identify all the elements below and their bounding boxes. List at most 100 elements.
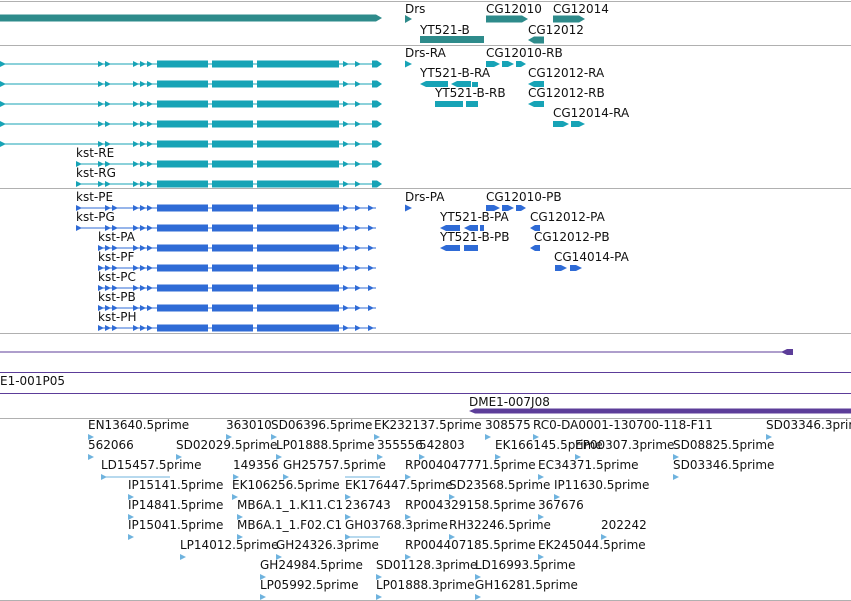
transcript-exon[interactable]: [355, 101, 361, 107]
transcript-exon[interactable]: [212, 80, 253, 88]
scaffold-end-marker[interactable]: [781, 349, 793, 355]
transcript-exon[interactable]: [157, 100, 208, 108]
transcript-exon[interactable]: [355, 141, 361, 147]
transcript-exon[interactable]: [0, 81, 6, 87]
protein-exon[interactable]: [157, 324, 208, 332]
protein-yt521b-pa-exon[interactable]: [440, 225, 460, 231]
est-feature[interactable]: [345, 514, 351, 520]
protein-cg12012-pb[interactable]: [530, 245, 540, 251]
protein-exon[interactable]: [140, 245, 146, 251]
est-feature[interactable]: [673, 454, 679, 460]
protein-cg12010-pb-exon[interactable]: [516, 205, 526, 211]
transcript-exon[interactable]: [257, 80, 339, 88]
transcript-cg12012-ra[interactable]: [528, 81, 544, 87]
transcript-exon[interactable]: [343, 121, 349, 127]
protein-exon[interactable]: [147, 305, 153, 311]
protein-exon[interactable]: [147, 245, 153, 251]
transcript-exon[interactable]: [212, 160, 253, 168]
transcript-exon[interactable]: [257, 160, 339, 168]
protein-exon[interactable]: [98, 305, 104, 311]
protein-exon[interactable]: [140, 225, 146, 231]
protein-exon[interactable]: [257, 244, 339, 252]
transcript-exon[interactable]: [98, 61, 104, 67]
protein-exon[interactable]: [112, 225, 118, 231]
transcript-exon[interactable]: [140, 141, 146, 147]
est-feature[interactable]: [128, 514, 134, 520]
est-feature[interactable]: [376, 574, 382, 580]
transcript-exon[interactable]: [212, 100, 253, 108]
protein-exon[interactable]: [157, 304, 208, 312]
transcript-exon[interactable]: [372, 100, 382, 108]
transcript-exon[interactable]: [98, 141, 104, 147]
est-feature[interactable]: [237, 514, 243, 520]
transcript-exon[interactable]: [157, 60, 208, 68]
transcript-exon[interactable]: [105, 161, 111, 167]
transcript-yt521b-ra-exon[interactable]: [420, 81, 448, 87]
protein-exon[interactable]: [147, 285, 153, 291]
protein-exon[interactable]: [355, 245, 361, 251]
est-feature[interactable]: [260, 594, 266, 600]
protein-exon[interactable]: [140, 325, 146, 331]
protein-exon[interactable]: [212, 324, 253, 332]
transcript-exon[interactable]: [133, 61, 139, 67]
protein-exon[interactable]: [343, 205, 349, 211]
protein-yt521b-pa-exon[interactable]: [480, 225, 484, 231]
transcript-exon[interactable]: [140, 101, 146, 107]
est-feature[interactable]: [575, 454, 581, 460]
genes-track[interactable]: Drs YT521-B CG12010 CG12014 CG12012: [0, 2, 609, 44]
protein-exon[interactable]: [133, 285, 139, 291]
transcript-exon[interactable]: [372, 120, 382, 128]
transcript-exon[interactable]: [343, 141, 349, 147]
protein-exon[interactable]: [98, 325, 104, 331]
protein-exon[interactable]: [133, 245, 139, 251]
protein-exon[interactable]: [212, 264, 253, 272]
transcript-exon[interactable]: [212, 120, 253, 128]
transcript-exon[interactable]: [343, 101, 349, 107]
est-feature[interactable]: [419, 454, 425, 460]
protein-exon[interactable]: [105, 325, 111, 331]
gene-yt521b-feature[interactable]: [420, 36, 484, 43]
protein-exon[interactable]: [343, 245, 349, 251]
protein-exon[interactable]: [140, 265, 146, 271]
protein-exon[interactable]: [105, 265, 111, 271]
transcript-exon[interactable]: [133, 121, 139, 127]
protein-exon[interactable]: [157, 204, 208, 212]
protein-exon[interactable]: [105, 305, 111, 311]
gene-kst-feature[interactable]: [0, 14, 382, 22]
protein-yt521b-pa-exon[interactable]: [464, 225, 478, 231]
transcript-cg12010-rb-exon[interactable]: [516, 61, 526, 67]
transcripts-track[interactable]: Drs-RA CG12010-RB YT521-B-RA CG12012-RA YT52…: [0, 46, 630, 188]
transcript-exon[interactable]: [133, 81, 139, 87]
protein-exon[interactable]: [368, 325, 374, 331]
protein-exon[interactable]: [343, 325, 349, 331]
protein-exon[interactable]: [112, 285, 118, 291]
protein-exon[interactable]: [368, 245, 374, 251]
protein-exon[interactable]: [212, 224, 253, 232]
transcript-exon[interactable]: [355, 161, 361, 167]
transcript-exon[interactable]: [98, 101, 104, 107]
protein-exon[interactable]: [355, 305, 361, 311]
transcript-exon[interactable]: [257, 180, 339, 188]
protein-exon[interactable]: [343, 305, 349, 311]
protein-exon[interactable]: [368, 265, 374, 271]
proteins-track[interactable]: kst-PE Drs-PA CG12010-PB kst-PG YT521-B-PA CG…: [76, 190, 630, 332]
protein-exon[interactable]: [355, 205, 361, 211]
transcript-exon[interactable]: [147, 61, 153, 67]
transcript-exon[interactable]: [257, 140, 339, 148]
transcript-exon[interactable]: [147, 141, 153, 147]
protein-exon[interactable]: [112, 265, 118, 271]
est-feature[interactable]: [176, 454, 182, 460]
transcript-exon[interactable]: [147, 81, 153, 87]
protein-exon[interactable]: [368, 205, 374, 211]
transcript-cg12010-rb-exon[interactable]: [502, 61, 514, 67]
transcript-exon[interactable]: [157, 120, 208, 128]
protein-exon[interactable]: [105, 285, 111, 291]
est-feature[interactable]: [237, 534, 243, 540]
protein-exon[interactable]: [343, 285, 349, 291]
protein-exon[interactable]: [212, 204, 253, 212]
clones-track[interactable]: E1-001P05 DME1-007J08: [0, 374, 851, 414]
est-feature[interactable]: [260, 574, 266, 580]
protein-exon[interactable]: [212, 244, 253, 252]
transcript-exon[interactable]: [343, 81, 349, 87]
protein-exon[interactable]: [257, 324, 339, 332]
